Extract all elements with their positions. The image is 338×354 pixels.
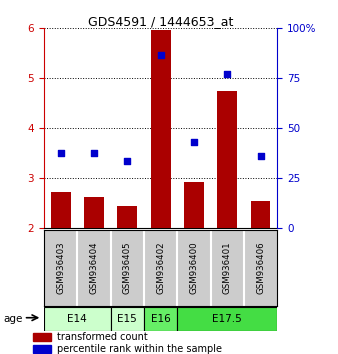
Point: [258, 153, 263, 159]
Text: GSM936400: GSM936400: [189, 242, 198, 295]
Bar: [177, 307, 277, 331]
Title: GDS4591 / 1444653_at: GDS4591 / 1444653_at: [88, 15, 233, 28]
Text: GSM936402: GSM936402: [156, 242, 165, 295]
Bar: [250, 201, 270, 228]
Point: [124, 158, 130, 164]
Point: [91, 150, 97, 156]
Bar: [111, 307, 144, 331]
Point: [58, 150, 63, 156]
Bar: [217, 91, 237, 228]
Text: age: age: [3, 314, 23, 324]
Text: GSM936401: GSM936401: [223, 242, 232, 295]
Text: GSM936406: GSM936406: [256, 242, 265, 295]
Text: E17.5: E17.5: [212, 314, 242, 324]
Bar: [51, 192, 71, 228]
Bar: [117, 206, 137, 228]
Point: [158, 52, 163, 58]
Bar: [184, 182, 204, 228]
Text: GSM936403: GSM936403: [56, 242, 65, 295]
Bar: [84, 197, 104, 228]
Text: GSM936404: GSM936404: [90, 242, 98, 295]
Bar: [144, 307, 177, 331]
Bar: [150, 30, 171, 228]
Text: transformed count: transformed count: [57, 332, 148, 342]
Text: E14: E14: [67, 314, 87, 324]
Text: E16: E16: [151, 314, 170, 324]
Bar: [33, 345, 51, 353]
Point: [224, 72, 230, 77]
Text: E15: E15: [117, 314, 137, 324]
Point: [191, 139, 197, 145]
Bar: [44, 307, 111, 331]
Bar: [33, 333, 51, 341]
Text: percentile rank within the sample: percentile rank within the sample: [57, 344, 222, 354]
Text: GSM936405: GSM936405: [123, 242, 132, 295]
